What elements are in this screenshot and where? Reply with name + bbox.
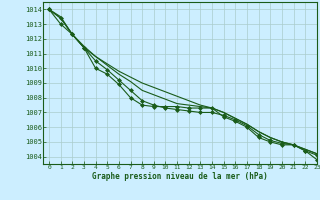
X-axis label: Graphe pression niveau de la mer (hPa): Graphe pression niveau de la mer (hPa) xyxy=(92,172,268,181)
